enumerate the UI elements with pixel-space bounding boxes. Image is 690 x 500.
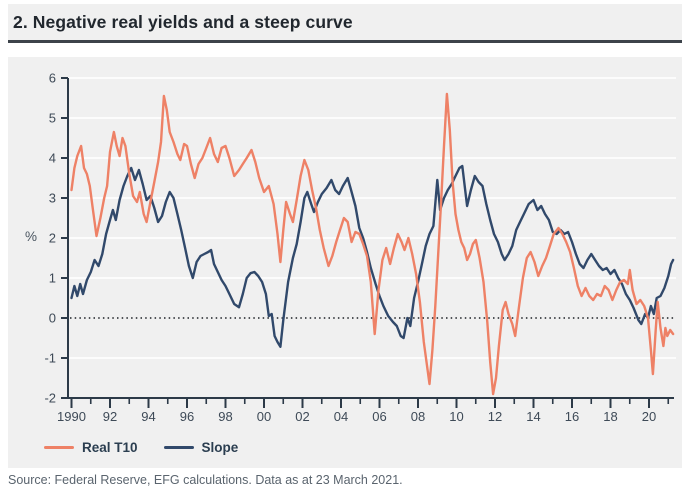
chart-title-bar: 2. Negative real yields and a steep curv… [8,4,682,43]
x-tick-label: 02 [295,409,309,424]
x-tick-label: 00 [257,409,271,424]
x-tick-label: 06 [372,409,386,424]
x-tick-label: 96 [180,409,194,424]
y-tick-label: 2 [49,231,56,246]
legend-label: Slope [201,440,239,455]
x-tick-labels: 1990 92 94 96 98 00 02 04 06 08 10 12 14 16 18 20 [57,398,656,424]
x-tick-label: 16 [565,409,579,424]
y-tick-label: -2 [44,391,56,406]
chart-title: 2. Negative real yields and a steep curv… [13,11,353,32]
x-tick-label: 1990 [57,409,86,424]
x-tick-label: 20 [642,409,656,424]
x-tick-label: 08 [411,409,425,424]
x-tick-label: 10 [449,409,463,424]
y-tick-label: 6 [49,71,56,86]
y-tick-label: 0 [49,311,56,326]
x-tick-label: 04 [334,409,348,424]
legend-swatch [163,445,194,450]
x-tick-label: 94 [141,409,155,424]
x-tick-label: 92 [103,409,117,424]
series-real-t10-line [70,92,675,396]
legend-swatch [44,445,74,450]
y-gridlines [68,77,676,359]
x-tick-label: 18 [603,409,617,424]
legend: Real T10 Slope [44,440,238,455]
legend-item-real-t10: Real T10 [44,440,138,455]
source-note: Source: Federal Reserve, EFG calculation… [8,473,403,487]
y-axis-unit-label: % [24,229,37,244]
y-tick-label: 3 [49,191,56,206]
x-tick-label: 12 [488,409,502,424]
legend-label: Real T10 [82,440,138,455]
chart-panel: 6 5 4 3 2 1 0 -1 -2 1990 92 94 96 98 00 02 04 06 08 10 12 14 1… [8,57,682,468]
series-slope-line [70,164,675,348]
x-tick-label: 98 [218,409,232,424]
x-tick-label: 14 [526,409,540,424]
y-tick-labels: 6 5 4 3 2 1 0 -1 -2 [44,71,68,406]
y-tick-label: 1 [49,271,56,286]
y-tick-label: 5 [49,111,56,126]
legend-item-slope: Slope [163,440,239,455]
y-tick-label: -1 [44,351,56,366]
y-tick-label: 4 [49,151,56,166]
